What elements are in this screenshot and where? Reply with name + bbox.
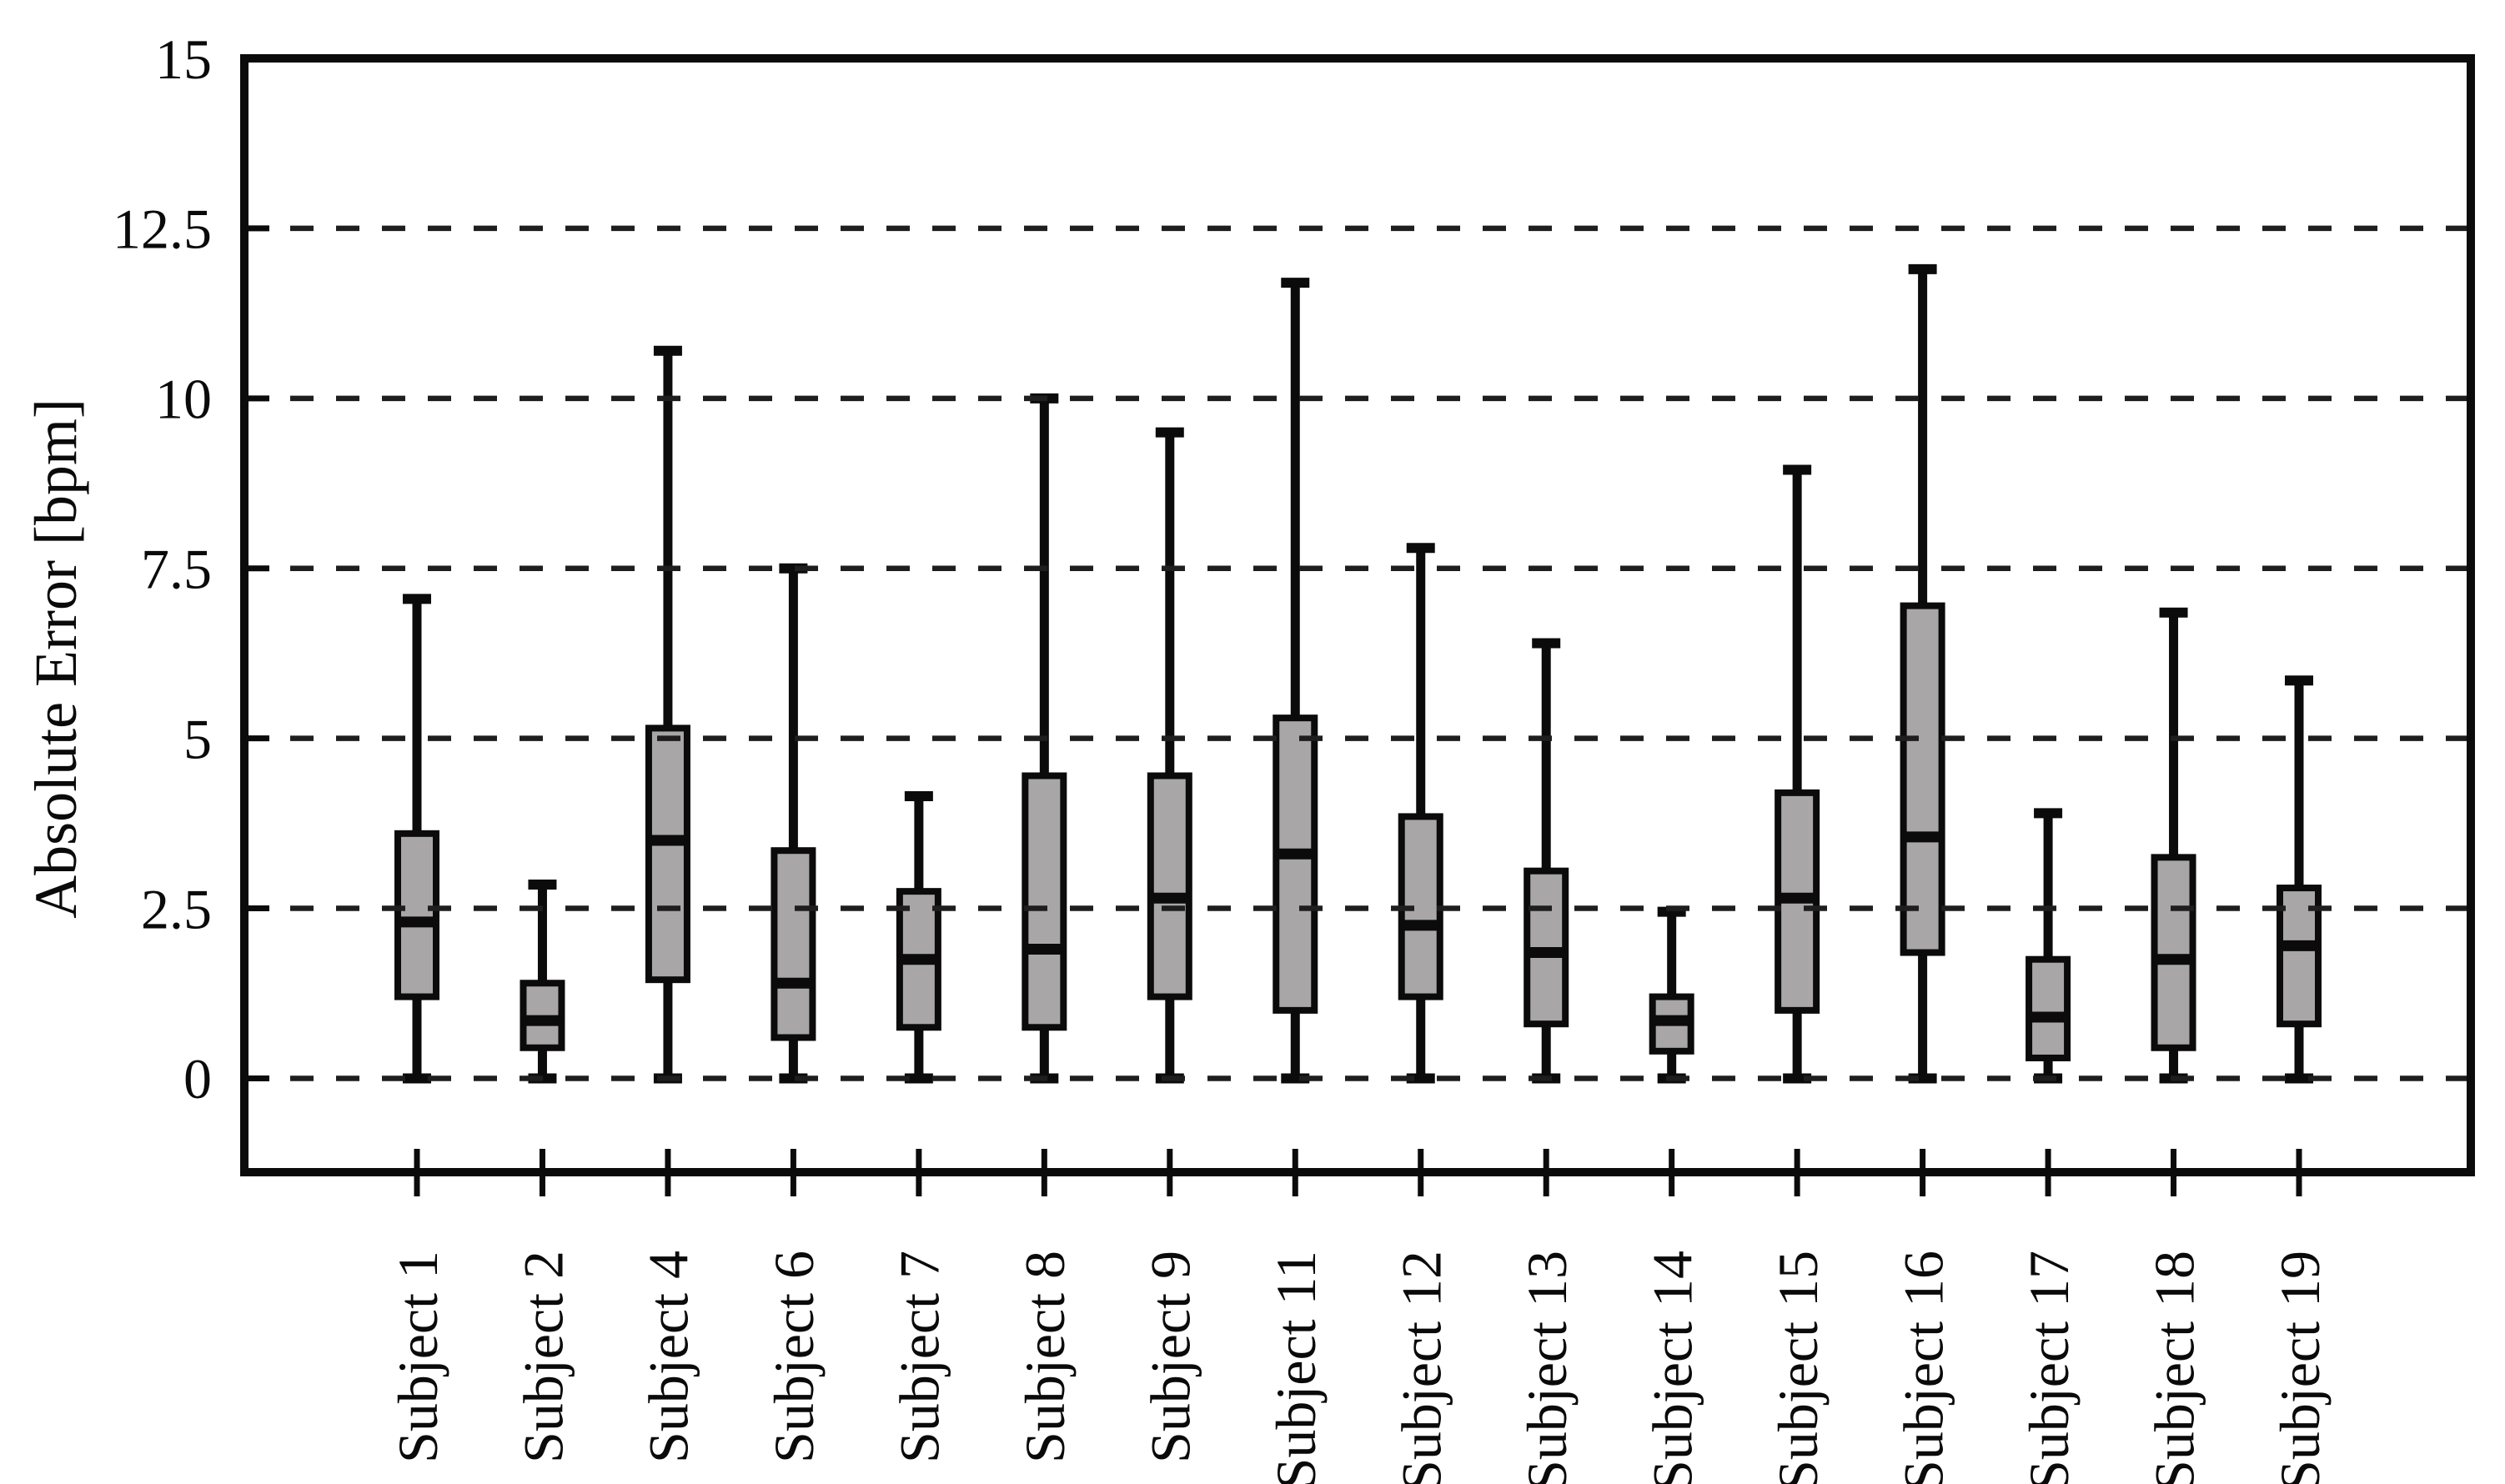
box-subject-17 — [2026, 808, 2071, 1084]
x-tick-label-subject-19: Subject 19 — [2268, 1251, 2332, 1484]
box-rect — [1022, 772, 1067, 1031]
box-subject-6 — [771, 563, 816, 1084]
box-rect — [645, 724, 690, 984]
box-subject-15 — [1775, 464, 1820, 1084]
x-tick-label-subject-16: Subject 16 — [1891, 1251, 1955, 1484]
y-tick-label-2.5: 2.5 — [141, 877, 212, 940]
box-rect — [394, 830, 439, 1000]
x-tick-label-subject-6: Subject 6 — [762, 1251, 826, 1463]
y-tick-labels: 0 2.5 5 7.5 10 12.5 15 — [113, 28, 212, 1110]
x-tick-label-subject-7: Subject 7 — [888, 1251, 951, 1463]
boxplots — [394, 263, 2322, 1084]
y-tick-label-15: 15 — [155, 28, 212, 91]
x-tick-label-subject-8: Subject 8 — [1013, 1251, 1077, 1463]
box-rect — [1147, 772, 1192, 1000]
x-tick-label-subject-1: Subject 1 — [386, 1251, 449, 1463]
y-tick-label-7.5: 7.5 — [141, 538, 212, 601]
y-tick-label-10: 10 — [155, 368, 212, 431]
box-subject-11 — [1273, 278, 1318, 1084]
box-rect — [771, 847, 816, 1041]
plot-frame — [240, 54, 2475, 1176]
x-tick-label-subject-2: Subject 2 — [511, 1251, 575, 1463]
box-subject-18 — [2151, 607, 2196, 1084]
y-gridlines — [244, 225, 2471, 1081]
box-subject-8 — [1022, 393, 1067, 1084]
x-tick-label-subject-4: Subject 4 — [637, 1251, 700, 1463]
x-tick-labels: Subject 1 Subject 2 Subject 4 Subject 6 Subj… — [386, 1251, 2332, 1484]
x-tick-label-subject-18: Subject 18 — [2142, 1251, 2206, 1484]
box-subject-14 — [1649, 906, 1694, 1084]
box-subject-1 — [394, 594, 439, 1084]
x-tick-label-subject-15: Subject 15 — [1766, 1251, 1830, 1484]
box-subject-7 — [896, 790, 941, 1084]
box-rect — [2151, 854, 2196, 1051]
y-tick-label-5: 5 — [183, 707, 212, 770]
y-tick-label-12.5: 12.5 — [113, 198, 212, 261]
x-tick-label-subject-12: Subject 12 — [1390, 1251, 1453, 1484]
box-rect — [1900, 602, 1945, 956]
box-rect — [2026, 955, 2071, 1061]
x-tick-label-subject-11: Subject 11 — [1264, 1251, 1328, 1484]
y-axis-title: Absolute Error [bpm] — [23, 399, 89, 919]
x-tick-label-subject-9: Subject 9 — [1139, 1251, 1202, 1463]
box-subject-16 — [1900, 263, 1945, 1084]
y-tick-label-0: 0 — [183, 1047, 212, 1110]
x-tick-label-subject-14: Subject 14 — [1640, 1251, 1704, 1484]
box-rect — [1273, 714, 1318, 1014]
box-subject-9 — [1147, 427, 1192, 1084]
x-tick-label-subject-13: Subject 13 — [1515, 1251, 1579, 1484]
x-tick-label-subject-17: Subject 17 — [2017, 1251, 2081, 1484]
